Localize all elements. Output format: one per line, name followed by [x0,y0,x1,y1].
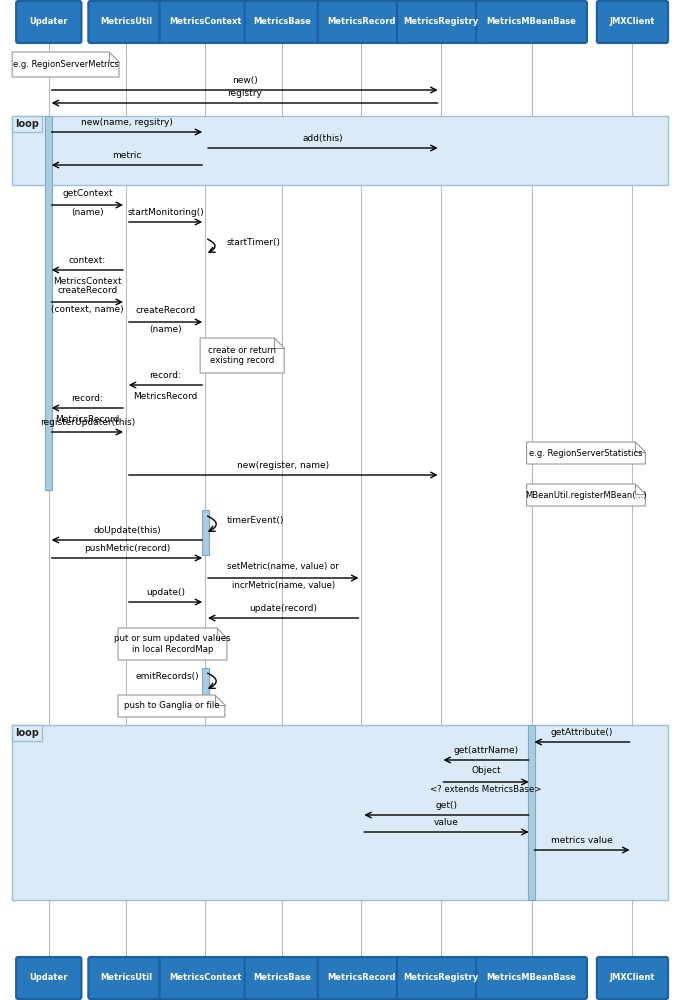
Text: context:: context: [69,256,106,265]
Text: MetricsContext: MetricsContext [169,17,242,26]
Text: createRecord: createRecord [136,306,196,315]
Text: (context, name): (context, name) [51,305,124,314]
Text: MetricsRecord: MetricsRecord [55,415,119,424]
Text: loop: loop [15,728,39,738]
Text: MetricsContext: MetricsContext [169,974,242,982]
Text: registerUpdater(this): registerUpdater(this) [40,418,135,427]
Bar [528,725,535,900]
Bar [12,116,42,132]
Polygon shape [526,484,645,506]
Text: Object: Object [471,766,501,775]
Text: doUpdate(this): doUpdate(this) [93,526,161,535]
FancyBboxPatch shape [244,957,320,999]
Text: MetricsContext: MetricsContext [53,277,122,286]
Text: MetricsRecord: MetricsRecord [327,974,396,982]
Text: pushMetric(record): pushMetric(record) [84,544,170,553]
FancyBboxPatch shape [88,1,163,43]
Polygon shape [12,52,119,77]
Text: <? extends MetricsBase>: <? extends MetricsBase> [431,785,542,794]
Text: metrics value: metrics value [551,836,613,845]
Text: metric: metric [112,151,142,160]
Text: record:: record: [72,394,103,403]
Bar [12,725,42,741]
Polygon shape [526,442,645,464]
FancyBboxPatch shape [88,957,163,999]
Text: MetricsMBeanBase: MetricsMBeanBase [487,974,576,982]
Polygon shape [200,338,284,373]
Text: (name): (name) [149,325,182,334]
Text: put or sum updated values
in local RecordMap: put or sum updated values in local Recor… [114,634,231,654]
Text: get(attrName): get(attrName) [454,746,518,755]
Text: MetricsUtil: MetricsUtil [100,17,152,26]
FancyBboxPatch shape [318,1,405,43]
Text: e.g. RegionServerStatistics: e.g. RegionServerStatistics [529,448,643,458]
Text: (name): (name) [71,208,104,217]
Text: record:: record: [150,371,182,380]
FancyBboxPatch shape [159,957,250,999]
Text: emitRecords(): emitRecords() [136,672,199,682]
Text: MetricsBase: MetricsBase [253,17,311,26]
Text: new(name, regsitry): new(name, regsitry) [81,118,173,127]
Text: new(register, name): new(register, name) [237,461,329,470]
Text: loop: loop [15,119,39,129]
Polygon shape [118,695,225,717]
FancyBboxPatch shape [597,1,668,43]
Text: Updater: Updater [30,17,68,26]
Bar [12,116,668,185]
Bar [202,668,209,710]
Text: new(): new() [232,76,258,85]
Text: JMXClient: JMXClient [610,17,655,26]
Text: MetricsMBeanBase: MetricsMBeanBase [487,17,576,26]
Text: getContext: getContext [62,189,113,198]
Text: startTimer(): startTimer() [227,237,281,246]
Text: JMXClient: JMXClient [610,974,655,982]
Text: MetricsRegistry: MetricsRegistry [403,17,478,26]
Text: incrMetric(name, value): incrMetric(name, value) [232,581,335,590]
FancyBboxPatch shape [397,1,484,43]
Text: registry: registry [227,89,262,98]
Text: update(): update() [146,588,185,597]
FancyBboxPatch shape [318,957,405,999]
Polygon shape [118,628,227,660]
Text: e.g. RegionServerMetrics: e.g. RegionServerMetrics [13,60,119,69]
FancyBboxPatch shape [597,957,668,999]
FancyBboxPatch shape [476,1,587,43]
FancyBboxPatch shape [244,1,320,43]
Text: startMonitoring(): startMonitoring() [127,208,204,217]
FancyBboxPatch shape [397,957,484,999]
FancyBboxPatch shape [159,1,250,43]
Text: get(): get() [435,801,458,810]
Text: Updater: Updater [30,974,68,982]
Text: MBeanUtil.registerMBean(...): MBeanUtil.registerMBean(...) [525,490,647,499]
FancyBboxPatch shape [16,957,82,999]
Text: MetricsRecord: MetricsRecord [327,17,396,26]
Text: setMetric(name, value) or: setMetric(name, value) or [227,562,339,571]
Text: update(record): update(record) [249,604,317,613]
Text: add(this): add(this) [302,134,343,143]
FancyBboxPatch shape [476,957,587,999]
Text: MetricsRecord: MetricsRecord [134,392,198,401]
Text: MetricsBase: MetricsBase [253,974,311,982]
Text: createRecord: createRecord [57,286,117,295]
Text: MetricsRegistry: MetricsRegistry [403,974,478,982]
Bar [12,725,668,900]
Text: create or return
existing record: create or return existing record [208,346,276,365]
Bar [202,510,209,555]
Text: getAttribute(): getAttribute() [551,728,613,737]
Text: timerEvent(): timerEvent() [227,516,284,524]
Text: push to Ganglia or file: push to Ganglia or file [124,702,219,710]
Text: MetricsUtil: MetricsUtil [100,974,152,982]
FancyBboxPatch shape [16,1,82,43]
Text: value: value [434,818,459,827]
Bar [45,116,52,490]
